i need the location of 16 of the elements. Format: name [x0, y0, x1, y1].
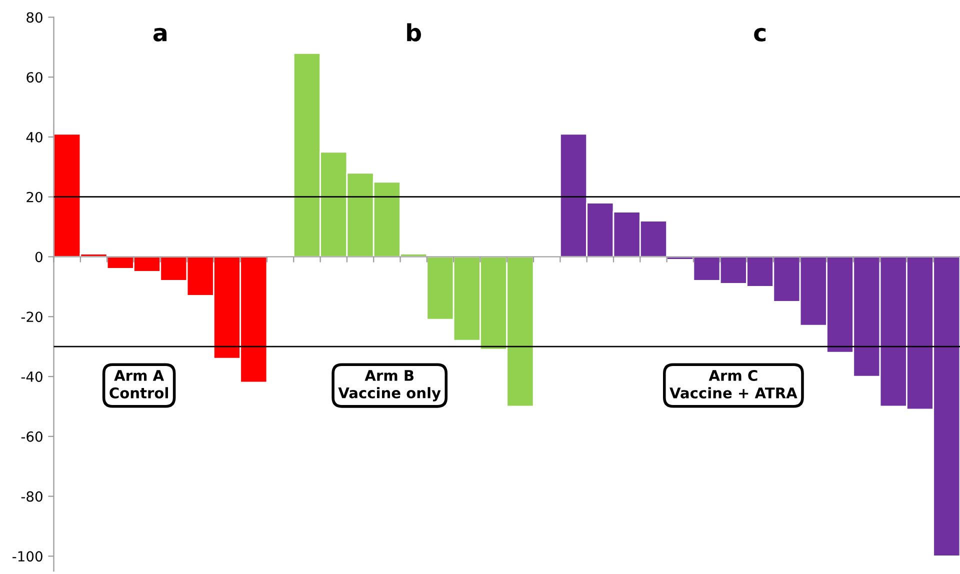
y-tick-label: 80: [26, 12, 42, 23]
y-tick-label: -80: [21, 491, 42, 502]
annotation: Arm A Control: [110, 370, 168, 398]
y-tick-label: -40: [21, 371, 42, 382]
annotation: Arm B Vaccine only: [338, 370, 441, 402]
annotation: c: [754, 28, 766, 42]
annotation: Arm C Vaccine + ATRA: [670, 370, 798, 398]
y-tick-label: -60: [21, 431, 42, 442]
y-tick-label: 40: [26, 132, 42, 142]
y-tick-label: -100: [12, 551, 42, 562]
y-tick-label: -20: [21, 312, 42, 322]
y-tick-label: 60: [26, 72, 42, 83]
y-tick-label: 20: [26, 192, 42, 202]
annotation: b: [407, 23, 421, 42]
annotation: a: [153, 28, 166, 42]
y-tick-label: 0: [35, 252, 42, 262]
